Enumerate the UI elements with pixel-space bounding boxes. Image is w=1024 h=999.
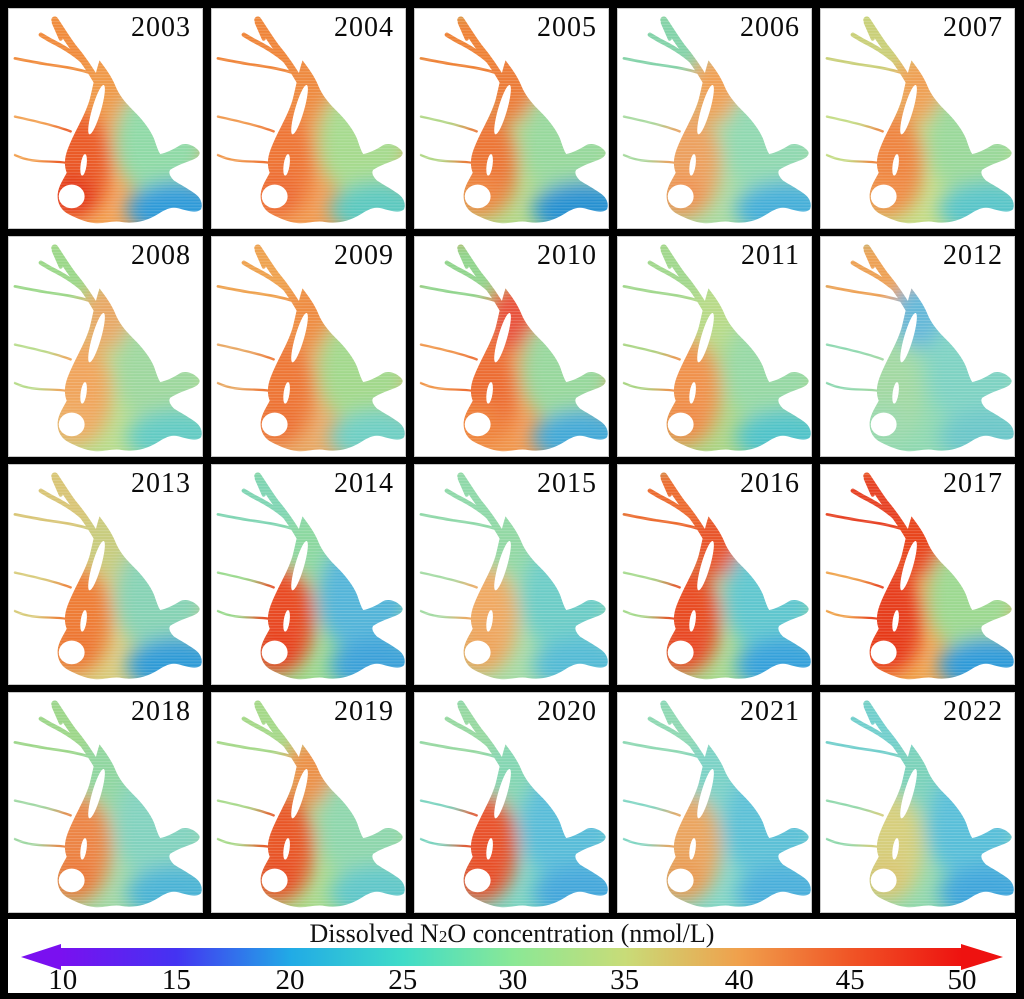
year-label: 2012 — [943, 240, 1003, 271]
panel-2022: 2022 — [820, 692, 1015, 913]
year-label: 2007 — [943, 12, 1003, 43]
colorbar-tick: 15 — [161, 964, 191, 996]
year-label: 2005 — [537, 12, 597, 43]
panel-2013: 2013 — [8, 464, 203, 685]
colorbar-tick: 20 — [275, 964, 305, 996]
n2o-map — [9, 243, 202, 456]
panel-2003: 2003 — [8, 8, 203, 229]
panel-2017: 2017 — [820, 464, 1015, 685]
panel-2011: 2011 — [617, 236, 812, 457]
caption-strip: Dissolved N2O concentration (nmol/L) 10 1… — [8, 919, 1016, 995]
year-label: 2008 — [131, 240, 191, 271]
n2o-map — [415, 699, 608, 912]
year-label: 2022 — [943, 696, 1003, 727]
panel-2020: 2020 — [414, 692, 609, 913]
year-label: 2010 — [537, 240, 597, 271]
n2o-map — [212, 15, 405, 228]
year-label: 2004 — [334, 12, 394, 43]
colorbar-tick: 25 — [388, 964, 418, 996]
panel-2014: 2014 — [211, 464, 406, 685]
colorbar-title: Dissolved N2O concentration (nmol/L) — [8, 919, 1016, 951]
n2o-map — [415, 471, 608, 684]
n2o-map — [618, 699, 811, 912]
colorbar: 10 15 20 25 30 35 40 45 50 — [21, 944, 1003, 995]
panel-2019: 2019 — [211, 692, 406, 913]
panel-2006: 2006 — [617, 8, 812, 229]
panel-2018: 2018 — [8, 692, 203, 913]
panel-grid: 2003 2004 2005 2006 2007 2008 2009 2010 2011 2012… — [8, 8, 1015, 913]
colorbar-tick: 40 — [724, 964, 754, 996]
year-label: 2016 — [740, 468, 800, 499]
n2o-map — [212, 699, 405, 912]
n2o-map — [821, 699, 1014, 912]
title-suffix: O concentration (nmol/L) — [447, 919, 715, 948]
n2o-map — [821, 243, 1014, 456]
colorbar-body — [60, 948, 962, 966]
colorbar-tick: 45 — [835, 964, 865, 996]
panel-2010: 2010 — [414, 236, 609, 457]
year-label: 2017 — [943, 468, 1003, 499]
colorbar-tick: 35 — [610, 964, 640, 996]
panel-2015: 2015 — [414, 464, 609, 685]
panel-2009: 2009 — [211, 236, 406, 457]
colorbar-tick: 10 — [48, 964, 78, 996]
title-prefix: Dissolved N — [309, 919, 439, 948]
n2o-map — [212, 471, 405, 684]
title-subscript: 2 — [438, 927, 448, 946]
n2o-map — [415, 243, 608, 456]
panel-2008: 2008 — [8, 236, 203, 457]
n2o-map — [821, 15, 1014, 228]
panel-2016: 2016 — [617, 464, 812, 685]
panel-2005: 2005 — [414, 8, 609, 229]
year-label: 2021 — [740, 696, 800, 727]
year-label: 2003 — [131, 12, 191, 43]
panel-2007: 2007 — [820, 8, 1015, 229]
n2o-map — [821, 471, 1014, 684]
n2o-map — [618, 15, 811, 228]
year-label: 2013 — [131, 468, 191, 499]
n2o-map — [9, 471, 202, 684]
colorbar-tick: 30 — [498, 964, 528, 996]
colorbar-tick: 50 — [947, 964, 977, 996]
year-label: 2018 — [131, 696, 191, 727]
n2o-map — [212, 243, 405, 456]
year-label: 2009 — [334, 240, 394, 271]
year-label: 2006 — [740, 12, 800, 43]
panel-2004: 2004 — [211, 8, 406, 229]
panel-2012: 2012 — [820, 236, 1015, 457]
year-label: 2011 — [741, 240, 800, 271]
year-label: 2015 — [537, 468, 597, 499]
n2o-map — [415, 15, 608, 228]
n2o-map — [9, 15, 202, 228]
panel-2021: 2021 — [617, 692, 812, 913]
n2o-map — [618, 471, 811, 684]
year-label: 2019 — [334, 696, 394, 727]
year-label: 2020 — [537, 696, 597, 727]
year-label: 2014 — [334, 468, 394, 499]
colorbar-ticks: 10 15 20 25 30 35 40 45 50 — [48, 964, 976, 996]
n2o-map — [9, 699, 202, 912]
n2o-map — [618, 243, 811, 456]
